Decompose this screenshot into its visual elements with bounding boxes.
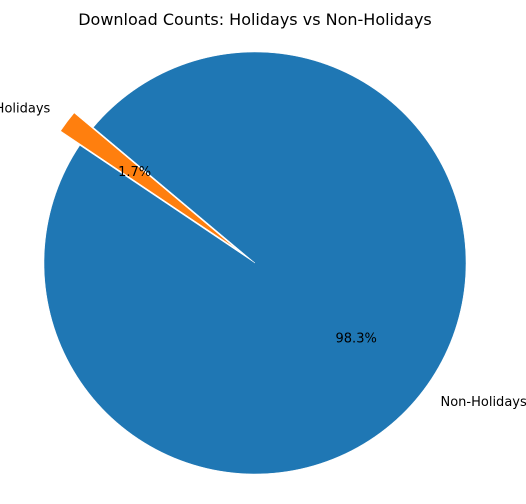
pie-labels: Holidays 1.7% Non-Holidays 98.3% (0, 102, 526, 410)
slice-label-holidays: Holidays (0, 102, 51, 117)
pie-slices (43, 51, 467, 475)
slice-percent-holidays: 1.7% (118, 165, 151, 180)
slice-percent-non-holidays: 98.3% (336, 332, 377, 347)
chart-title: Download Counts: Holidays vs Non-Holiday… (78, 10, 432, 29)
slice-label-non-holidays: Non-Holidays (441, 395, 526, 410)
pie-slice-holidays (60, 112, 236, 249)
pie-slice-non-holidays (43, 51, 467, 475)
